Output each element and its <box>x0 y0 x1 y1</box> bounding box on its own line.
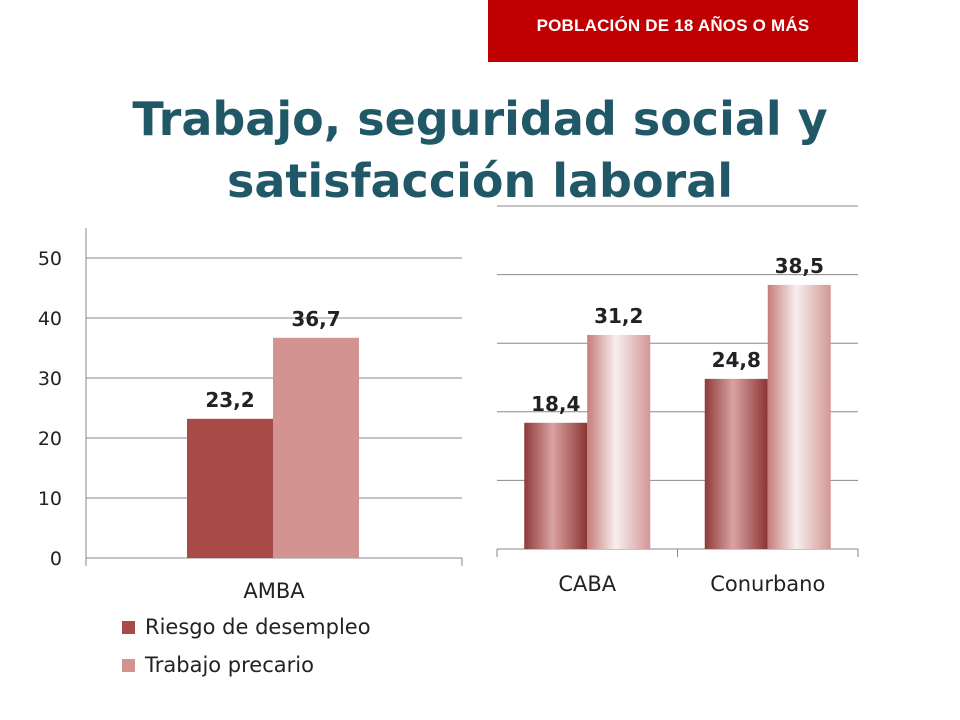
legend-item-precario: Trabajo precario <box>122 646 371 684</box>
legend-label-precario: Trabajo precario <box>145 653 314 677</box>
legend: Riesgo de desempleo Trabajo precario <box>122 608 371 684</box>
y-tick-label: 30 <box>38 368 62 390</box>
bar <box>704 378 768 549</box>
population-badge: POBLACIÓN DE 18 AÑOS O MÁS <box>488 0 858 62</box>
y-tick-label: 10 <box>38 488 62 510</box>
chart-caba-conurbano: 18,4 31,2 CABA 24,8 38,5 Conurbano <box>496 205 859 596</box>
y-tick-label: 20 <box>38 428 62 450</box>
data-label: 31,2 <box>594 304 643 328</box>
y-tick-label: 40 <box>38 308 62 330</box>
bar <box>767 284 831 549</box>
bar <box>524 422 588 549</box>
title-line-2: satisfacción laboral <box>226 154 734 208</box>
bar <box>587 334 651 549</box>
bar <box>187 418 273 558</box>
title-line-1: Trabajo, seguridad social y <box>132 92 828 146</box>
x-tick-label: Conurbano <box>710 572 825 596</box>
data-label: 23,2 <box>205 388 254 412</box>
chart-amba: 0 10 20 30 40 50 23,2 36,7 AMBA <box>38 228 463 603</box>
data-label: 18,4 <box>531 392 580 416</box>
page-title: Trabajo, seguridad social y satisfacción… <box>60 88 900 212</box>
x-tick-label: CABA <box>558 572 616 596</box>
y-tick-label: 50 <box>38 248 62 270</box>
legend-swatch-precario <box>122 658 135 672</box>
legend-label-riesgo: Riesgo de desempleo <box>145 615 371 639</box>
legend-item-riesgo: Riesgo de desempleo <box>122 608 371 646</box>
data-label: 36,7 <box>291 307 340 331</box>
legend-swatch-riesgo <box>122 620 135 634</box>
data-label: 38,5 <box>775 254 824 278</box>
y-tick-label: 0 <box>50 548 62 570</box>
bar <box>273 337 359 558</box>
data-label: 24,8 <box>712 348 761 372</box>
x-tick-label: AMBA <box>243 579 305 603</box>
